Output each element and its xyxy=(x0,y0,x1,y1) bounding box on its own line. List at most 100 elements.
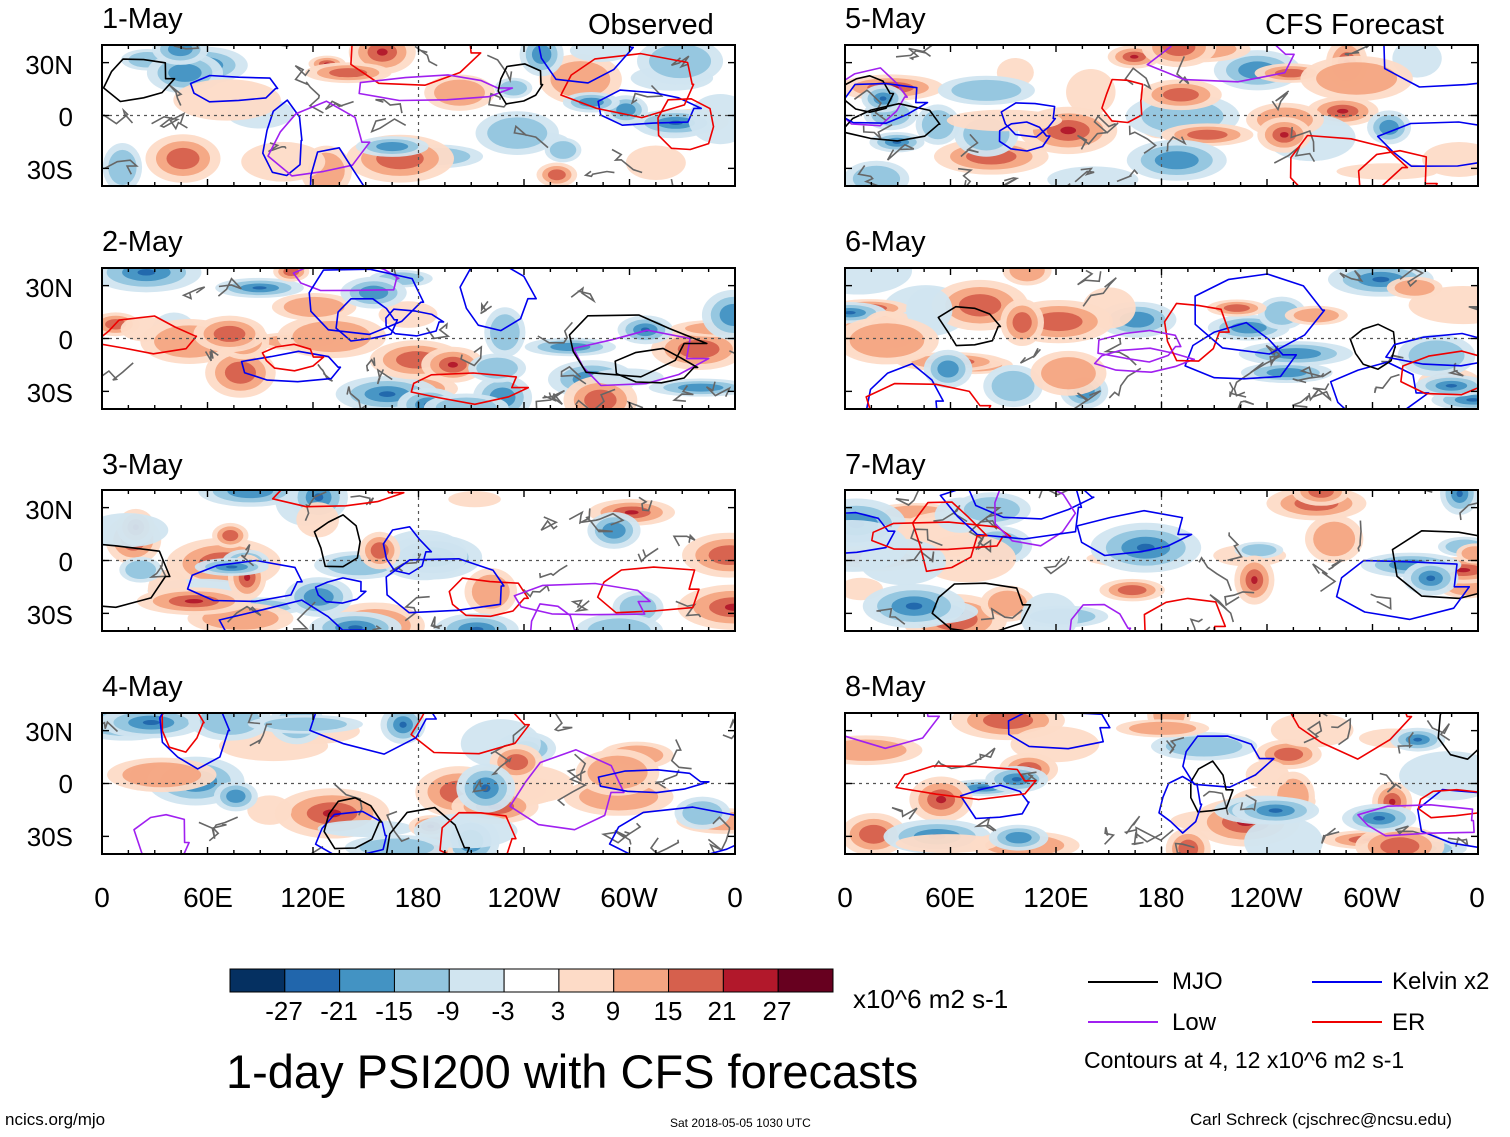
x-tick-left: 60W xyxy=(600,882,658,913)
contour-line xyxy=(1000,102,1057,138)
contour-line xyxy=(1163,302,1230,362)
colorbar-tick: -21 xyxy=(320,996,358,1026)
anomaly-shade xyxy=(845,519,909,572)
coastline xyxy=(1072,390,1102,409)
anomaly-shade xyxy=(584,389,617,409)
coastline xyxy=(460,345,483,367)
contour-line xyxy=(597,769,710,794)
coastline xyxy=(181,286,206,300)
contour-line xyxy=(1416,788,1478,849)
y-tick-eq: 0 xyxy=(58,769,73,799)
anomaly-shade xyxy=(173,79,281,121)
anomaly-shade xyxy=(1047,166,1139,186)
y-tick-30s: 30S xyxy=(26,378,73,408)
anomaly-shade xyxy=(247,795,292,825)
anomaly-shade xyxy=(1005,831,1032,844)
coastline xyxy=(1250,355,1281,373)
coastline xyxy=(649,837,680,854)
anomaly-shade xyxy=(184,598,204,604)
anomaly-shade xyxy=(292,321,371,353)
panel-plot xyxy=(102,713,735,854)
coastline xyxy=(522,584,550,598)
colorbar-swatch xyxy=(448,968,505,993)
coastline xyxy=(372,625,382,631)
contour-line xyxy=(1069,603,1132,631)
anomaly-shade xyxy=(719,303,735,327)
contour-line xyxy=(102,543,171,609)
coastline xyxy=(1290,126,1315,152)
coastline xyxy=(535,389,565,409)
anomaly-shade xyxy=(1034,312,1083,332)
contour-line xyxy=(189,74,279,103)
coastline xyxy=(1043,555,1070,575)
anomaly-shade xyxy=(1456,490,1463,498)
anomaly-shade xyxy=(1011,777,1022,782)
footer-center: Sat 2018-05-05 1030 UTC xyxy=(670,1116,811,1130)
anomaly-shade xyxy=(550,61,611,98)
coastline xyxy=(247,713,261,725)
anomaly-shade xyxy=(1270,348,1321,360)
coastline xyxy=(566,753,587,782)
legend-label-er: ER xyxy=(1392,1009,1426,1036)
anomaly-shade xyxy=(1413,737,1423,742)
legend-label-low: Low xyxy=(1172,1009,1217,1036)
anomaly-shade xyxy=(142,720,160,726)
anomaly-shade xyxy=(1456,567,1471,573)
panel-title-2-may: 2-May xyxy=(102,226,183,258)
contour-line xyxy=(865,382,992,409)
contour-line xyxy=(608,806,735,854)
contour-line xyxy=(1437,713,1478,760)
coastline xyxy=(488,92,508,108)
contour-line xyxy=(560,52,695,119)
anomaly-shade xyxy=(1422,142,1478,177)
coastline xyxy=(973,816,997,832)
coastline xyxy=(857,165,879,186)
anomaly-shade xyxy=(322,809,342,818)
x-tick-right: 180 xyxy=(1137,882,1185,913)
coastline xyxy=(1002,177,1020,186)
contour-line xyxy=(1391,530,1478,600)
panel-title-8-may: 8-May xyxy=(845,671,926,703)
coastline xyxy=(1131,832,1162,846)
coastline xyxy=(876,607,906,625)
contour-line xyxy=(1007,713,1111,750)
anomaly-shade xyxy=(677,339,720,359)
coastline xyxy=(1174,842,1195,854)
contour-line xyxy=(133,813,190,854)
anomaly-shade xyxy=(845,310,856,315)
anomaly-shade xyxy=(313,493,324,502)
contour-line xyxy=(845,713,941,750)
anomaly-shade xyxy=(625,145,686,181)
contour-line xyxy=(313,514,361,568)
anomaly-shade xyxy=(1308,490,1334,498)
anomaly-shade xyxy=(499,80,528,96)
panel-title-1-may: 1-May xyxy=(102,3,183,35)
coastline xyxy=(376,368,393,385)
x-tick-left: 120E xyxy=(280,882,346,913)
anomaly-shade xyxy=(1223,304,1250,312)
colorbar-swatch xyxy=(777,968,834,993)
colorbar-swatch xyxy=(613,968,670,993)
observed-label: Observed xyxy=(588,9,714,41)
coastline xyxy=(574,388,616,409)
anomaly-shade xyxy=(905,602,923,610)
panel-plot xyxy=(845,268,1478,409)
anomaly-shade xyxy=(448,491,501,508)
anomaly-shade xyxy=(602,522,626,539)
anomaly-shade xyxy=(227,490,274,499)
contour-line xyxy=(1076,509,1193,557)
coastline xyxy=(570,599,590,612)
coastline xyxy=(1038,490,1071,499)
legend-label-kelvin: Kelvin x2 xyxy=(1392,968,1490,995)
coastline xyxy=(1082,277,1117,307)
coastline xyxy=(292,601,316,630)
anomaly-shade xyxy=(1379,119,1399,135)
coastline xyxy=(304,491,327,522)
colorbar-tick: 21 xyxy=(707,996,737,1026)
anomaly-shade xyxy=(1187,129,1228,140)
anomaly-shade xyxy=(547,169,566,181)
anomaly-shade xyxy=(399,721,407,728)
anomaly-shade xyxy=(531,45,552,65)
coastline xyxy=(1328,558,1343,571)
contour-line xyxy=(335,298,399,342)
